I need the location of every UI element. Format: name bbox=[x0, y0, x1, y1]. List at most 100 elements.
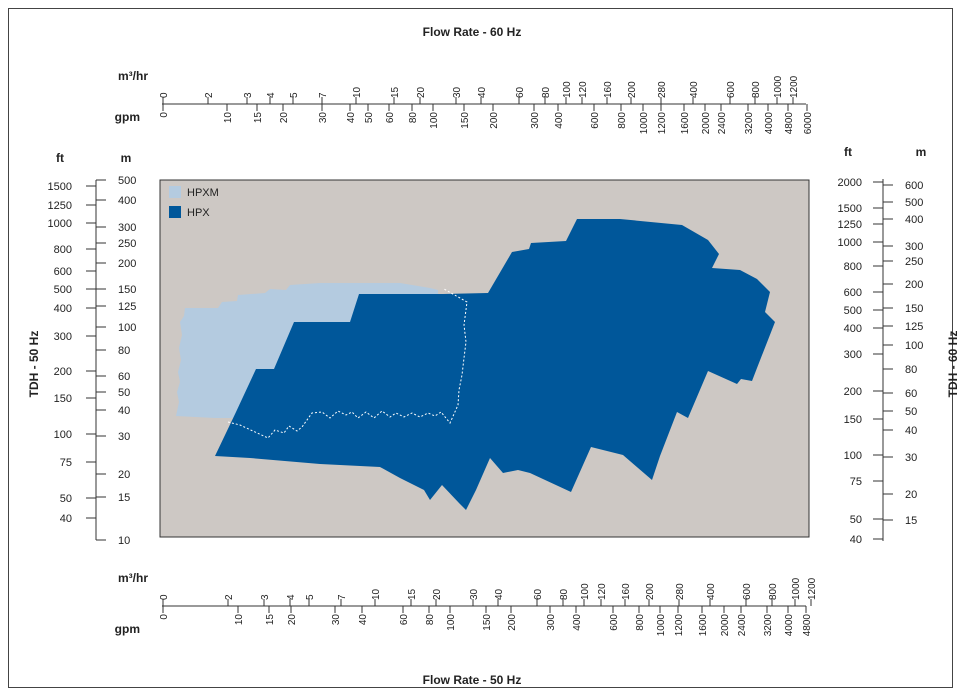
right-ft-tick-label: 100 bbox=[844, 450, 862, 462]
right-ft-tick-label: 200 bbox=[844, 386, 862, 398]
top-m3hr-tick-label: 800 bbox=[751, 81, 762, 98]
left-ft-tick-label: 100 bbox=[54, 429, 72, 441]
left-m-tick-label: 300 bbox=[118, 222, 136, 234]
top-gpm-unit: gpm bbox=[115, 110, 140, 124]
right-m-tick-label: 500 bbox=[905, 197, 923, 209]
axis-ticks: 0 2 3 4 5 7 10 15 20 30 40 60 80 100 120 160 200 280 400 60… bbox=[48, 75, 924, 636]
top-gpm-tick-label: 80 bbox=[408, 112, 419, 124]
right-m-unit: m bbox=[916, 145, 927, 159]
right-ft-tick-label: 1500 bbox=[838, 203, 862, 215]
left-ft-tick-label: 200 bbox=[54, 366, 72, 378]
bottom-m3hr-tick-label: 100 bbox=[580, 583, 591, 600]
hpx-coverage-area bbox=[215, 219, 775, 510]
left-ft-tick-label: 150 bbox=[54, 393, 72, 405]
left-ft-tick-label: 50 bbox=[60, 493, 72, 505]
right-m-tick-label: 150 bbox=[905, 303, 923, 315]
bottom-m3hr-tick-label: 1200 bbox=[807, 577, 818, 600]
right-axis-title: TDH - 60 Hz bbox=[946, 331, 960, 398]
top-gpm-tick-label: 15 bbox=[253, 112, 264, 124]
bottom-gpm-tick-label: 1600 bbox=[698, 614, 709, 637]
top-gpm-tick-label: 1000 bbox=[639, 112, 650, 135]
bottom-m3hr-tick-label: 15 bbox=[407, 588, 418, 600]
right-ft-tick-label: 150 bbox=[844, 414, 862, 426]
left-m-tick-label: 250 bbox=[118, 238, 136, 250]
right-m-tick-label: 400 bbox=[905, 214, 923, 226]
top-m3hr-tick-label: 10 bbox=[352, 86, 363, 98]
left-m-tick-label: 50 bbox=[118, 387, 130, 399]
right-ft-tick-label: 2000 bbox=[838, 177, 862, 189]
left-ft-tick-label: 400 bbox=[54, 303, 72, 315]
bottom-gpm-tick-label: 200 bbox=[507, 614, 518, 631]
bottom-m3hr-tick-label: 30 bbox=[469, 588, 480, 600]
bottom-m3hr-tick-label: 160 bbox=[621, 583, 632, 600]
bottom-gpm-tick-label: 3200 bbox=[763, 614, 774, 637]
hpxm-overlap-boundary bbox=[227, 288, 468, 439]
bottom-gpm-tick-label: 60 bbox=[399, 614, 410, 626]
bottom-gpm-tick-label: 100 bbox=[446, 614, 457, 631]
top-gpm-tick-label: 0 bbox=[159, 112, 170, 118]
bottom-gpm-tick-label: 4800 bbox=[802, 614, 813, 637]
bottom-m3hr-tick-label: 1000 bbox=[791, 577, 802, 600]
top-m3hr-tick-label: 30 bbox=[452, 86, 463, 98]
top-m3hr-tick-label: 7 bbox=[318, 92, 329, 98]
bottom-m3hr-tick-label: 200 bbox=[645, 583, 656, 600]
top-gpm-tick-label: 100 bbox=[429, 112, 440, 129]
top-gpm-tick-label: 1600 bbox=[680, 112, 691, 135]
left-m-tick-label: 150 bbox=[118, 284, 136, 296]
bottom-gpm-tick-label: 40 bbox=[358, 614, 369, 626]
bottom-m3hr-tick-label: 800 bbox=[768, 583, 779, 600]
bottom-gpm-tick-label: 400 bbox=[572, 614, 583, 631]
right-m-tick-label: 600 bbox=[905, 180, 923, 192]
left-ft-tick-label: 500 bbox=[54, 284, 72, 296]
right-m-tick-label: 100 bbox=[905, 340, 923, 352]
left-m-tick-label: 200 bbox=[118, 258, 136, 270]
bottom-m3hr-tick-label: 5 bbox=[305, 594, 316, 600]
bottom-gpm-tick-label: 2000 bbox=[720, 614, 731, 637]
right-ft-tick-label: 40 bbox=[850, 534, 862, 546]
left-m-tick-label: 40 bbox=[118, 405, 130, 417]
bottom-m3hr-tick-label: 20 bbox=[432, 588, 443, 600]
left-m-tick-label: 500 bbox=[118, 175, 136, 187]
bottom-gpm-unit: gpm bbox=[115, 622, 140, 636]
right-ft-tick-label: 300 bbox=[844, 349, 862, 361]
bottom-flow-title: Flow Rate - 50 Hz bbox=[423, 673, 522, 687]
left-m-tick-label: 10 bbox=[118, 535, 130, 547]
bottom-gpm-tick-label: 10 bbox=[234, 614, 245, 626]
right-ft-unit: ft bbox=[844, 145, 852, 159]
right-m-tick-label: 200 bbox=[905, 279, 923, 291]
left-m-tick-label: 30 bbox=[118, 431, 130, 443]
bottom-gpm-tick-label: 4000 bbox=[784, 614, 795, 637]
right-ft-tick-label: 600 bbox=[844, 287, 862, 299]
top-m3hr-tick-label: 5 bbox=[289, 92, 300, 98]
top-m3hr-tick-label: 3 bbox=[243, 92, 254, 98]
right-ft-tick-label: 500 bbox=[844, 305, 862, 317]
top-gpm-tick-label: 50 bbox=[364, 112, 375, 124]
chart-frame bbox=[8, 8, 953, 688]
top-gpm-tick-label: 400 bbox=[554, 112, 565, 129]
top-gpm-tick-label: 10 bbox=[223, 112, 234, 124]
top-m3hr-unit: m³/hr bbox=[118, 69, 148, 83]
bottom-gpm-tick-label: 80 bbox=[425, 614, 436, 626]
bottom-m3hr-tick-label: 120 bbox=[597, 583, 608, 600]
top-gpm-tick-label: 30 bbox=[318, 112, 329, 124]
top-gpm-tick-label: 3200 bbox=[744, 112, 755, 135]
left-m-tick-label: 100 bbox=[118, 322, 136, 334]
bottom-m3hr-tick-label: 7 bbox=[337, 594, 348, 600]
top-gpm-tick-label: 20 bbox=[279, 112, 290, 124]
left-ft-tick-label: 40 bbox=[60, 513, 72, 525]
top-m3hr-tick-label: 20 bbox=[416, 86, 427, 98]
top-m3hr-tick-label: 1000 bbox=[773, 75, 784, 98]
right-ft-tick-label: 1250 bbox=[838, 219, 862, 231]
top-gpm-tick-label: 4000 bbox=[764, 112, 775, 135]
bottom-m3hr-tick-label: 80 bbox=[559, 588, 570, 600]
right-m-tick-label: 60 bbox=[905, 388, 917, 400]
top-m3hr-tick-label: 400 bbox=[689, 81, 700, 98]
bottom-m3hr-tick-label: 4 bbox=[286, 594, 297, 600]
bottom-m3hr-tick-label: 2 bbox=[224, 594, 235, 600]
left-ft-unit: ft bbox=[56, 151, 64, 165]
right-ft-tick-label: 1000 bbox=[838, 237, 862, 249]
left-m-tick-label: 20 bbox=[118, 469, 130, 481]
top-gpm-tick-label: 40 bbox=[346, 112, 357, 124]
bottom-m3hr-tick-label: 40 bbox=[494, 588, 505, 600]
legend-label-hpx: HPX bbox=[187, 207, 210, 219]
